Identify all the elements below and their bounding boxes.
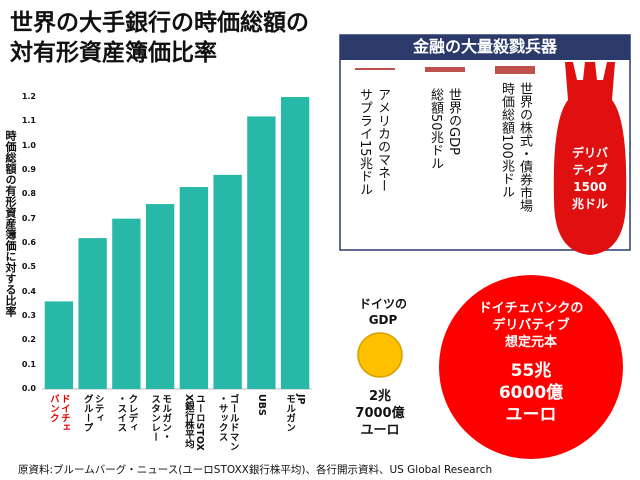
x-tick-label: ドイチェ バンク: [47, 394, 70, 432]
bar: [78, 238, 107, 389]
x-tick-label: シティ グループ: [81, 394, 104, 432]
y-tick-label: 0.2: [21, 335, 36, 345]
y-tick-label: 0.6: [21, 238, 36, 247]
y-tick-label: 0.7: [21, 213, 36, 223]
y-tick-label: 1.1: [21, 116, 36, 126]
bar: [179, 187, 209, 389]
x-tick-label: ゴールドマン ・サックス: [216, 394, 239, 451]
x-tick-label: モルガン・ スタンレー: [149, 394, 172, 442]
derivatives-label: デリバ ティブ 1500 兆ドル: [571, 146, 608, 211]
source-note: 原資料:ブルームバーグ・ニュース(ユーロSTOXX銀行株平均)、各行開示資料、U…: [18, 464, 493, 476]
y-tick-label: 1.2: [21, 92, 36, 101]
derivatives-circle-label: ドイチェバンクの デリバティブ 想定元本: [478, 301, 584, 350]
bar: [247, 116, 276, 389]
x-tick-label: UBS: [255, 394, 267, 416]
chart-title: 世界の大手銀行の時価総額の対有形資産簿価比率: [10, 10, 309, 66]
money-supply-mark: [355, 68, 395, 70]
gdp-label: 世界のGDP 総額50兆ドル: [428, 88, 461, 170]
bar: [44, 301, 74, 389]
bar: [213, 174, 242, 389]
y-tick-label: 0.9: [21, 165, 36, 174]
bar: [280, 97, 310, 389]
gdp-mark: [425, 67, 465, 72]
y-tick-label: 0.3: [21, 311, 36, 320]
weapons-header: [340, 35, 630, 60]
x-tick-label: JP モルガン: [284, 394, 307, 432]
y-tick-label: 0.5: [21, 262, 36, 272]
y-tick-label: 0.4: [21, 286, 36, 296]
y-tick-label: 1.0: [21, 140, 36, 150]
y-tick-label: 0.1: [21, 359, 36, 369]
y-tick-label: 0.8: [21, 189, 36, 199]
weapons-title: 金融の大量殺戮兵器: [412, 37, 557, 56]
germany-gdp-amount: 2兆 7000億 ユーロ: [355, 389, 405, 438]
money-supply-label: アメリカのマネー サプライ15兆ドル: [357, 88, 390, 196]
bar: [145, 204, 175, 389]
y-axis-title: 時価総額の有形資産簿価に対する比率: [4, 130, 17, 317]
y-tick-label: 0.0: [21, 384, 36, 393]
derivatives-circle: [439, 275, 623, 459]
x-tick-label: ユーロSTOX X銀行株平均: [182, 394, 205, 451]
x-tick-label: クレディ ・スイス: [115, 394, 138, 432]
markets-mark: [495, 66, 535, 74]
germany-gdp-label: ドイツの GDP: [358, 297, 407, 327]
derivatives-circle-amount: 55兆 6000億 ユーロ: [498, 361, 564, 425]
bomb: [553, 62, 627, 255]
bar: [112, 218, 141, 389]
germany-gdp-circle: [357, 332, 403, 378]
markets-label: 世界の株式・債券市場 時価総額100兆ドル: [499, 82, 532, 212]
